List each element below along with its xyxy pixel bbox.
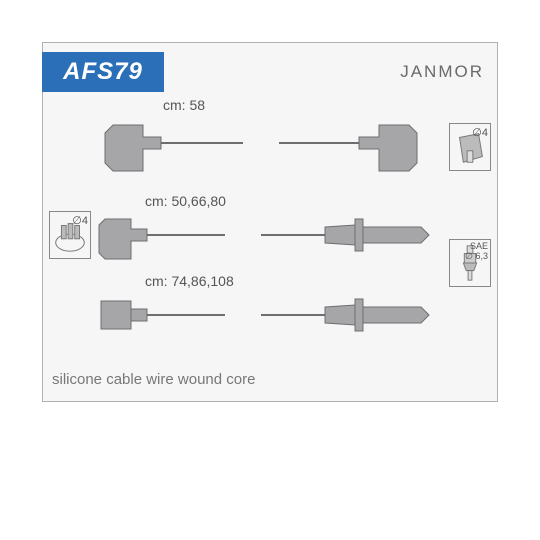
cable-svg-3 [43, 291, 499, 351]
brand-label: JANMOR [400, 62, 484, 82]
spec-box-distributor: ∅4 [49, 211, 91, 259]
spec-right-bottom-standard: SAE [470, 241, 488, 251]
footer-description: silicone cable wire wound core [52, 371, 255, 388]
cable-length-3: cm: 74,86,108 [145, 273, 234, 289]
spec-left-diameter: ∅4 [72, 214, 88, 227]
part-number: AFS79 [63, 58, 143, 86]
spec-right-top-diameter: ∅4 [472, 126, 488, 139]
spec-box-coil: ∅4 [449, 123, 491, 171]
spec-right-bottom-diameter: ∅ 6,3 [465, 251, 488, 262]
part-number-badge: AFS79 [42, 52, 164, 92]
cable-svg-2 [43, 211, 499, 271]
cable-length-1: cm: 58 [163, 97, 205, 113]
cable-svg-1 [43, 115, 499, 185]
diagram-frame: cm: 58 cm: 50,66,80 [42, 42, 498, 402]
cable-length-2: cm: 50,66,80 [145, 193, 226, 209]
spec-box-sparkplug: SAE ∅ 6,3 [449, 239, 491, 287]
